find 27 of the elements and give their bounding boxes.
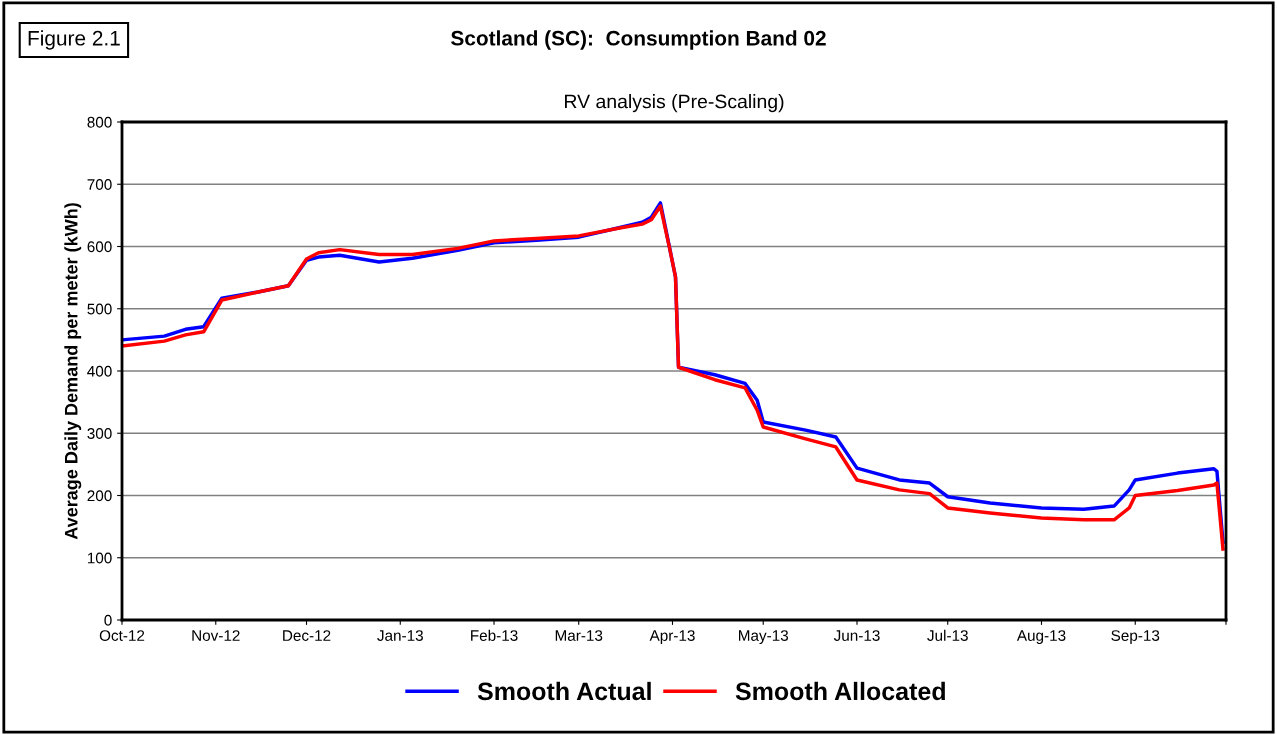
- chart-subtitle: RV analysis (Pre-Scaling): [565, 94, 784, 113]
- x-tick-label: Nov-12: [192, 630, 240, 641]
- legend-label: Smooth Allocated: [735, 681, 945, 701]
- x-tick-label: Feb-13: [471, 629, 518, 641]
- x-tick-label: Dec-12: [283, 630, 331, 641]
- x-tick-label: May-13: [739, 630, 789, 644]
- y-tick-label: 700: [87, 179, 112, 190]
- y-tick-label: 800: [87, 116, 112, 128]
- y-tick-label: 0: [104, 614, 112, 626]
- x-tick-label: Apr-13: [649, 630, 695, 644]
- x-tick-label: Mar-13: [555, 630, 603, 641]
- y-tick-label: 300: [87, 428, 112, 439]
- legend-label: Smooth Actual: [477, 681, 651, 701]
- x-tick-label: Aug-13: [1016, 630, 1066, 644]
- x-tick-label: Jan-13: [377, 630, 423, 641]
- x-tick-label: Sep-13: [1111, 630, 1160, 644]
- y-tick-label: 200: [87, 490, 112, 502]
- caption: Figure 2.1: [28, 30, 120, 50]
- y-tick-label: 100: [87, 552, 112, 564]
- x-tick-label: Jun-13: [833, 630, 880, 641]
- x-tick-label: Jul-13: [927, 629, 968, 641]
- y-tick-label: 400: [87, 365, 112, 377]
- y-tick-label: 500: [87, 303, 112, 315]
- chart-title: Scotland (SC): Consumption Band 02: [451, 30, 826, 50]
- x-tick-label: Oct-12: [99, 630, 145, 641]
- y-axis-title: Average Daily Demand per meter (kWh): [64, 203, 82, 540]
- y-tick-label: 600: [87, 241, 112, 253]
